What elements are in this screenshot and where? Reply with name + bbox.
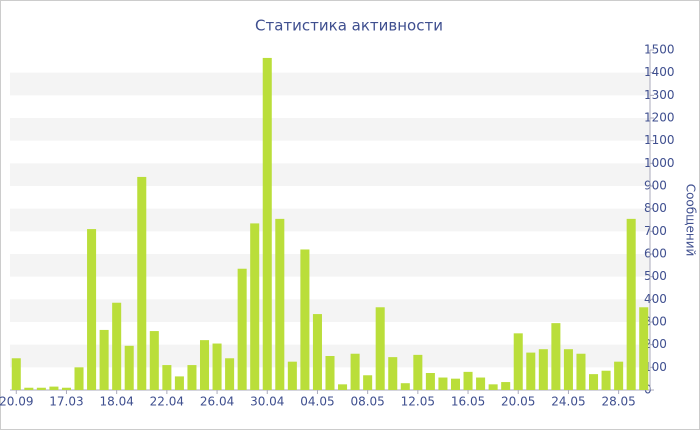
- y-tick-label: 400: [644, 292, 667, 306]
- bar: [400, 383, 410, 390]
- bar: [601, 370, 611, 390]
- bar: [501, 382, 511, 390]
- bar: [639, 307, 649, 390]
- bar: [212, 343, 222, 390]
- bar: [87, 229, 97, 390]
- x-tick-label: 12.05: [401, 395, 435, 409]
- bar: [488, 384, 498, 390]
- y-tick-label: 1500: [644, 43, 675, 57]
- x-tick-label: 20.05: [501, 395, 535, 409]
- bar: [626, 218, 636, 390]
- y-tick-label: 900: [644, 179, 667, 193]
- x-tick-label: 20.09: [0, 395, 33, 409]
- bar: [388, 357, 398, 390]
- bar: [325, 356, 335, 390]
- bar: [438, 377, 448, 390]
- y-tick-label: 600: [644, 247, 667, 261]
- y-tick-label: 1000: [644, 156, 675, 170]
- bar: [49, 386, 59, 390]
- grid-band: [10, 208, 650, 232]
- bar: [476, 377, 486, 390]
- grid-band: [10, 254, 650, 277]
- x-tick-label: 04.05: [300, 395, 334, 409]
- y-tick-label: 1100: [644, 133, 675, 147]
- bar: [538, 349, 548, 390]
- bar: [350, 353, 360, 390]
- bar: [11, 358, 21, 390]
- bar: [187, 365, 197, 390]
- bar: [614, 361, 624, 390]
- x-tick-label: 24.05: [551, 395, 585, 409]
- bar: [74, 367, 84, 390]
- bar: [425, 373, 435, 390]
- x-tick-label: 18.04: [99, 395, 133, 409]
- x-tick-label: 30.04: [250, 395, 284, 409]
- bar: [112, 302, 122, 390]
- bar: [312, 314, 322, 390]
- x-tick-label: 08.05: [350, 395, 384, 409]
- bar: [36, 387, 46, 390]
- grid-band: [10, 118, 650, 141]
- bar: [513, 333, 523, 390]
- bar: [199, 340, 210, 390]
- y-tick-label: 700: [644, 224, 667, 238]
- bar: [338, 384, 348, 390]
- bar: [275, 218, 285, 390]
- x-tick-label: 16.05: [451, 395, 485, 409]
- x-tick-label: 22.04: [150, 395, 184, 409]
- bar: [61, 387, 71, 390]
- bar: [463, 371, 473, 390]
- bar: [363, 375, 373, 390]
- x-tick-label: 17.03: [49, 395, 83, 409]
- y-tick-label: 800: [644, 201, 667, 215]
- bar: [225, 358, 235, 390]
- bar: [450, 378, 461, 390]
- y-tick-label: 1300: [644, 88, 675, 102]
- bar: [99, 329, 109, 390]
- x-tick-label: 26.04: [200, 395, 234, 409]
- bar: [149, 331, 159, 390]
- chart-title: Статистика активности: [255, 17, 443, 35]
- bar: [250, 223, 260, 390]
- bar: [137, 176, 147, 390]
- bar: [174, 376, 184, 390]
- bar: [563, 349, 573, 390]
- bar: [551, 323, 561, 390]
- bar: [375, 307, 385, 390]
- bar: [262, 57, 272, 390]
- bar: [526, 352, 536, 390]
- bar: [237, 268, 247, 390]
- y-tick-label: 500: [644, 269, 667, 283]
- bar: [162, 365, 172, 390]
- x-tick-label: 28.05: [601, 395, 635, 409]
- grid-band: [10, 163, 650, 186]
- bar: [589, 374, 599, 390]
- grid-band: [10, 72, 650, 96]
- y-tick-label: 1400: [644, 65, 675, 79]
- bar: [287, 361, 297, 390]
- bar: [300, 249, 310, 390]
- bar: [413, 354, 423, 390]
- bar: [24, 387, 34, 390]
- y-tick-label: 1200: [644, 111, 675, 125]
- bar: [124, 345, 134, 390]
- grid-band: [10, 299, 650, 322]
- y-axis-label: Сообщений: [684, 184, 698, 257]
- bar: [576, 353, 586, 390]
